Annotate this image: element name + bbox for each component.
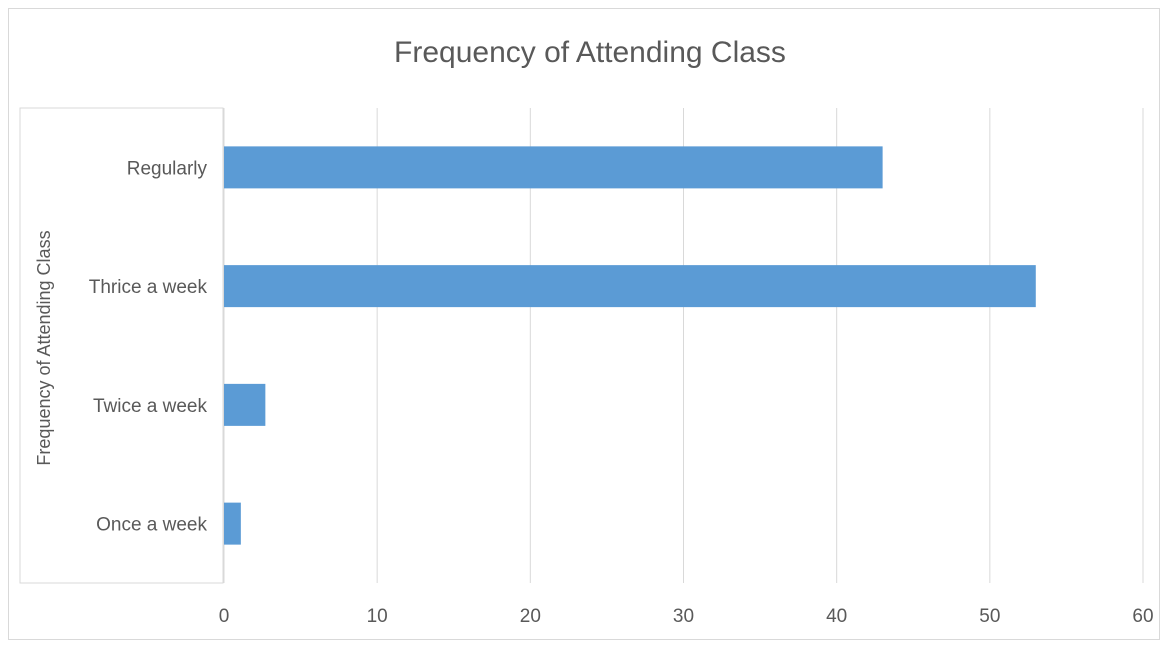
y-axis-title: Frequency of Attending Class: [34, 230, 54, 465]
x-tick-label: 60: [1132, 606, 1153, 627]
bar: [224, 502, 241, 545]
category-axis-box: [19, 107, 224, 584]
category-label: Once a week: [96, 515, 207, 536]
x-tick-label: 30: [673, 606, 694, 627]
chart-title: Frequency of Attending Class: [394, 36, 786, 69]
chart-frame: [8, 8, 1160, 640]
category-label: Regularly: [127, 158, 208, 179]
bar: [224, 265, 1036, 308]
category-label: Twice a week: [93, 396, 208, 417]
bar: [224, 383, 266, 426]
bar: [224, 146, 883, 189]
x-tick-label: 40: [826, 606, 847, 627]
x-tick-label: 20: [520, 606, 541, 627]
x-tick-label: 10: [367, 606, 388, 627]
category-labels: Regularly Thrice a week Twice a week Once a…: [89, 158, 208, 535]
x-tick-label: 0: [219, 606, 230, 627]
bars: [224, 146, 1036, 545]
category-label: Thrice a week: [89, 277, 208, 298]
x-tick-labels: 0 10 20 30 40 50 60: [219, 606, 1154, 627]
x-tick-label: 50: [979, 606, 1000, 627]
